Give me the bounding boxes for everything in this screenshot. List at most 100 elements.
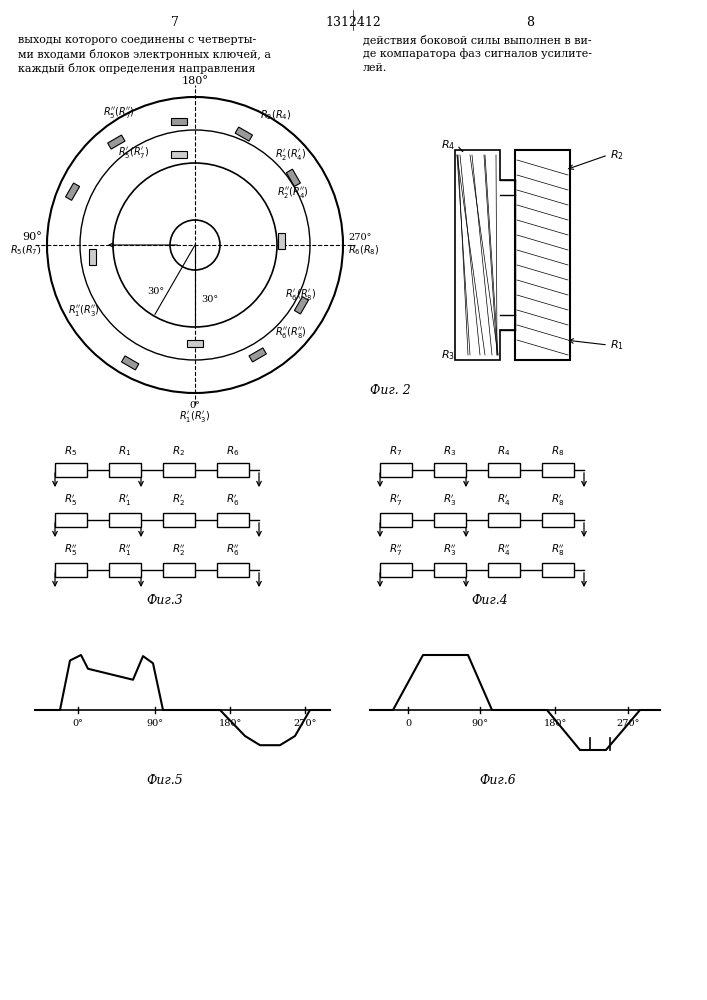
- Text: Фиг.5: Фиг.5: [146, 774, 183, 786]
- Text: $R_2'$: $R_2'$: [173, 493, 185, 508]
- Text: выходы которого соединены с четверты-: выходы которого соединены с четверты-: [18, 35, 256, 45]
- Bar: [434, 513, 466, 527]
- Text: $R_6'$: $R_6'$: [226, 493, 240, 508]
- Text: $R_6''(R_8'')$: $R_6''(R_8'')$: [275, 326, 307, 340]
- Text: $R_5$($R_7$): $R_5$($R_7$): [10, 243, 42, 257]
- Text: $R_6'(R_8')$: $R_6'(R_8')$: [285, 288, 317, 302]
- Text: ми входами блоков электронных ключей, а: ми входами блоков электронных ключей, а: [18, 48, 271, 60]
- Text: 0°: 0°: [189, 400, 201, 410]
- Bar: [380, 513, 412, 527]
- Text: $R_2'(R_4')$: $R_2'(R_4')$: [275, 147, 307, 162]
- Bar: [109, 513, 141, 527]
- Text: $R_6$: $R_6$: [226, 444, 240, 458]
- Text: $R_5''(R_7'')$: $R_5''(R_7'')$: [103, 104, 135, 119]
- Text: 30°: 30°: [201, 296, 218, 304]
- Text: $R_5'$: $R_5'$: [64, 493, 78, 508]
- Text: $R_6(R_8)$: $R_6(R_8)$: [348, 243, 380, 257]
- Bar: [217, 463, 249, 477]
- Text: $R_4$: $R_4$: [440, 138, 455, 152]
- Text: Фиг.4: Фиг.4: [472, 593, 508, 606]
- Text: $R_2''(R_4'')$: $R_2''(R_4'')$: [277, 184, 309, 200]
- Text: $R_7'$: $R_7'$: [390, 493, 402, 508]
- Bar: [187, 340, 203, 347]
- Text: 0: 0: [405, 720, 411, 728]
- Text: $R_7''$: $R_7''$: [389, 543, 403, 558]
- Text: 90°: 90°: [472, 720, 489, 728]
- Text: $R_1''(R_3'')$: $R_1''(R_3'')$: [68, 302, 100, 318]
- Bar: [488, 463, 520, 477]
- Bar: [380, 463, 412, 477]
- Text: 1312412: 1312412: [325, 15, 381, 28]
- Text: 8: 8: [526, 15, 534, 28]
- Text: $R_1$: $R_1$: [118, 444, 132, 458]
- Text: $R_1''$: $R_1''$: [118, 543, 132, 558]
- Text: $R_4'$: $R_4'$: [497, 493, 510, 508]
- Text: $R_8$: $R_8$: [551, 444, 565, 458]
- Text: 0°: 0°: [73, 720, 83, 728]
- Text: 180°: 180°: [218, 720, 242, 728]
- Bar: [488, 513, 520, 527]
- Polygon shape: [515, 150, 570, 360]
- Text: Фиг.3: Фиг.3: [146, 593, 183, 606]
- Text: каждый блок определения направления: каждый блок определения направления: [18, 62, 255, 74]
- Bar: [55, 513, 87, 527]
- Bar: [163, 463, 195, 477]
- Bar: [278, 232, 285, 248]
- Text: 90°: 90°: [22, 232, 42, 242]
- Text: лей.: лей.: [363, 63, 387, 73]
- Text: де компаратора фаз сигналов усилите-: де компаратора фаз сигналов усилите-: [363, 49, 592, 59]
- Text: $R_5''$: $R_5''$: [64, 543, 78, 558]
- Polygon shape: [455, 150, 515, 360]
- Bar: [286, 169, 300, 186]
- Text: $R_6''$: $R_6''$: [226, 543, 240, 558]
- Text: $R_4''$: $R_4''$: [497, 543, 511, 558]
- Polygon shape: [457, 152, 498, 358]
- Bar: [217, 513, 249, 527]
- Bar: [294, 297, 308, 314]
- Text: $R_8''$: $R_8''$: [551, 543, 565, 558]
- Text: $R_3''$: $R_3''$: [443, 543, 457, 558]
- Bar: [107, 135, 125, 149]
- Bar: [66, 183, 80, 200]
- Bar: [55, 463, 87, 477]
- Text: $R_3$: $R_3$: [443, 444, 457, 458]
- Bar: [217, 563, 249, 577]
- Text: 7: 7: [171, 15, 179, 28]
- Bar: [249, 348, 267, 362]
- Text: 270°: 270°: [617, 720, 640, 728]
- Text: 90°: 90°: [146, 720, 163, 728]
- Text: 30°: 30°: [148, 287, 165, 296]
- Bar: [542, 563, 574, 577]
- Text: 180°: 180°: [182, 76, 209, 86]
- Text: $R_2''$: $R_2''$: [172, 543, 186, 558]
- Bar: [488, 563, 520, 577]
- Bar: [122, 356, 139, 370]
- Text: $R_8'$: $R_8'$: [551, 493, 565, 508]
- Bar: [163, 513, 195, 527]
- Text: $R_7$: $R_7$: [390, 444, 402, 458]
- Text: 270°: 270°: [348, 232, 371, 241]
- Text: Фиг.6: Фиг.6: [479, 774, 516, 786]
- Bar: [380, 563, 412, 577]
- Text: $R_3'$: $R_3'$: [443, 493, 457, 508]
- Bar: [434, 563, 466, 577]
- Text: $R_3$: $R_3$: [441, 348, 455, 362]
- Text: $R_5$: $R_5$: [64, 444, 78, 458]
- Text: $R_2$: $R_2$: [610, 148, 624, 162]
- Bar: [235, 127, 252, 141]
- Text: действия боковой силы выполнен в ви-: действия боковой силы выполнен в ви-: [363, 35, 592, 45]
- Text: 180°: 180°: [544, 720, 566, 728]
- Bar: [55, 563, 87, 577]
- Text: 270°: 270°: [293, 720, 317, 728]
- Bar: [434, 463, 466, 477]
- Text: $R_4$: $R_4$: [497, 444, 510, 458]
- Text: $R_1'(R_3')$: $R_1'(R_3')$: [179, 410, 211, 424]
- Bar: [542, 463, 574, 477]
- Text: Фиг. 2: Фиг. 2: [370, 383, 411, 396]
- Text: $R_2(R_4)$: $R_2(R_4)$: [260, 108, 291, 122]
- Bar: [109, 563, 141, 577]
- Text: $R_5'(R_7')$: $R_5'(R_7')$: [119, 144, 150, 159]
- Bar: [171, 150, 187, 157]
- Text: $R_1$: $R_1$: [610, 338, 624, 352]
- Bar: [109, 463, 141, 477]
